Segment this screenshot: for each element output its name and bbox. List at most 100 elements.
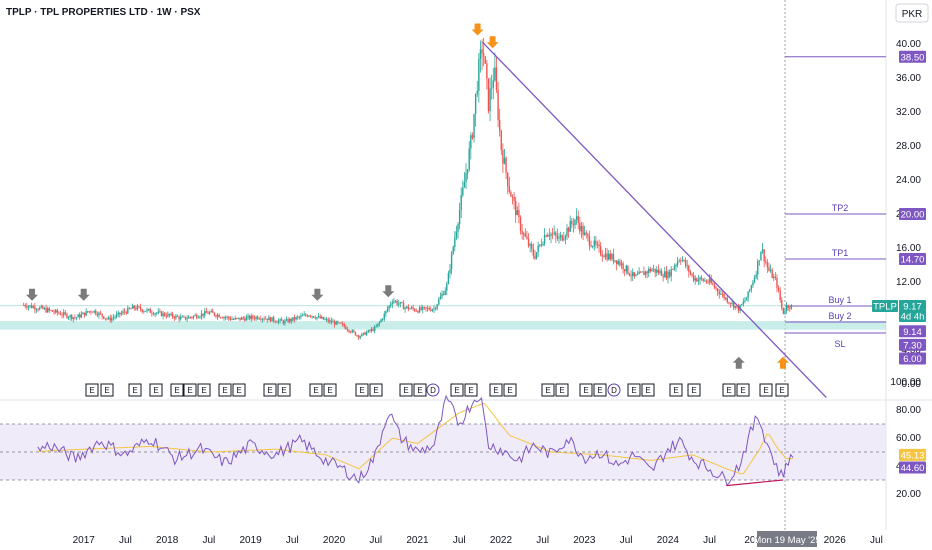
earnings-marker[interactable] (355, 383, 369, 397)
candle-body (32, 306, 34, 308)
earnings-marker[interactable] (722, 383, 736, 397)
earnings-marker[interactable] (170, 383, 184, 397)
earnings-marker[interactable] (759, 383, 773, 397)
earnings-marker[interactable] (413, 383, 427, 397)
earnings-marker[interactable] (450, 383, 464, 397)
candle-body (409, 308, 411, 310)
earnings-marker[interactable] (85, 383, 99, 397)
candle-body (686, 265, 688, 267)
candle-body (42, 306, 44, 309)
earnings-marker[interactable] (369, 383, 383, 397)
candle-body (582, 225, 584, 236)
earnings-marker[interactable] (149, 383, 163, 397)
currency-button[interactable]: PKR (895, 3, 929, 23)
earnings-marker[interactable] (541, 383, 555, 397)
arrow-down-icon (486, 36, 499, 49)
earnings-marker[interactable] (555, 383, 569, 397)
candle-body (317, 316, 320, 318)
rsi-axis-tick: 20.00 (896, 489, 921, 500)
candle-body (35, 309, 38, 311)
candle-body (734, 305, 736, 308)
earnings-marker[interactable] (503, 383, 517, 397)
rsi-tag-label: 44.60 (901, 463, 925, 474)
earnings-marker[interactable] (464, 383, 478, 397)
candle-body (506, 172, 509, 187)
earnings-marker[interactable] (323, 383, 337, 397)
earnings-marker[interactable] (579, 383, 593, 397)
earnings-marker[interactable] (736, 383, 750, 397)
candle-body (622, 263, 624, 270)
rsi-tag (899, 461, 926, 474)
candle-body (593, 240, 595, 247)
earnings-marker[interactable] (309, 383, 323, 397)
earnings-marker[interactable] (669, 383, 683, 397)
candle-body (120, 313, 123, 315)
candle-body (130, 308, 132, 310)
candle-body (106, 318, 108, 320)
earnings-marker[interactable] (277, 383, 291, 397)
candle-body (473, 113, 475, 139)
price-tag-label: 4d 4h (901, 312, 925, 323)
candle-body (398, 303, 400, 305)
dividend-marker[interactable] (426, 383, 440, 397)
candle-body (274, 321, 276, 322)
candle-body (38, 307, 41, 310)
earnings-marker[interactable] (100, 383, 114, 397)
earnings-marker[interactable] (627, 383, 641, 397)
candle-body (484, 56, 486, 64)
earnings-marker[interactable] (489, 383, 503, 397)
candle-body (680, 260, 682, 262)
dividend-marker[interactable] (607, 383, 621, 397)
candle-body (298, 316, 301, 318)
candle-body (526, 236, 528, 239)
candle-body (365, 332, 368, 335)
candle-body (128, 307, 131, 309)
candle-body (784, 310, 786, 314)
earnings-marker[interactable] (218, 383, 232, 397)
candle-body (470, 135, 472, 149)
candle-body (340, 322, 342, 324)
candle-body (697, 279, 700, 282)
candle-body (518, 210, 520, 218)
time-axis-tick: Jul (119, 535, 132, 546)
event-label: E (726, 386, 731, 395)
level-label-tp2: TP2 (832, 203, 849, 213)
earnings-marker[interactable] (775, 383, 789, 397)
candle-body (135, 308, 137, 310)
price-tag (899, 50, 926, 63)
candle-body (263, 318, 265, 320)
earnings-marker[interactable] (197, 383, 211, 397)
candle-body (766, 262, 769, 268)
candle-body (718, 291, 720, 295)
earnings-marker[interactable] (641, 383, 655, 397)
candle-body (332, 321, 334, 323)
earnings-marker[interactable] (183, 383, 197, 397)
candle-body (341, 323, 344, 325)
candle-body (178, 316, 180, 320)
candle-body (119, 312, 121, 315)
event-label: E (187, 386, 192, 395)
earnings-marker[interactable] (263, 383, 277, 397)
candle-body (399, 302, 402, 304)
candle-body (761, 249, 764, 252)
candle-body (591, 246, 594, 248)
candle-body (389, 304, 392, 306)
candle-body (744, 300, 746, 302)
candle-body (353, 330, 355, 332)
earnings-marker[interactable] (232, 383, 246, 397)
price-axis-tick: 12.00 (896, 277, 921, 288)
candle-body (357, 335, 360, 338)
candle-body (237, 317, 240, 319)
candle-body (306, 315, 309, 317)
earnings-marker[interactable] (128, 383, 142, 397)
event-label: E (403, 386, 408, 395)
candle-body (585, 232, 587, 235)
earnings-marker[interactable] (687, 383, 701, 397)
event-label: E (645, 386, 650, 395)
earnings-marker[interactable] (399, 383, 413, 397)
candle-body (547, 234, 549, 237)
candle-body (559, 235, 562, 238)
candle-body (213, 312, 216, 316)
earnings-marker[interactable] (593, 383, 607, 397)
